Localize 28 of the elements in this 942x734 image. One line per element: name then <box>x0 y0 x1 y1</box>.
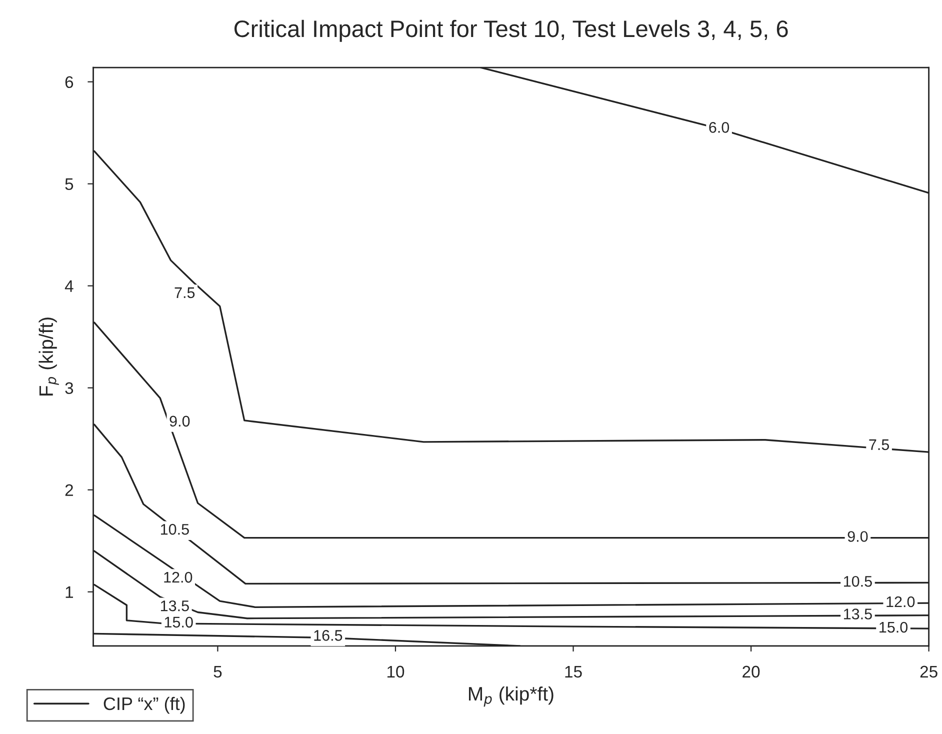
annotation: 10.5 <box>160 524 189 535</box>
annotation: 7.5 <box>174 287 195 298</box>
chart-title: Critical Impact Point for Test 10, Test Levels 3, 4, 5, 6 <box>234 20 788 42</box>
x-axis-title: M$_{p}$ (kip*ft) <box>468 686 554 707</box>
annotation: 15.0 <box>164 616 193 628</box>
legend-label: CIP “x” (ft) <box>104 696 185 714</box>
y-tick-label: 3 <box>65 382 74 394</box>
annotation: 6.0 <box>709 122 730 133</box>
annotation: 12.0 <box>886 596 915 608</box>
annotation: 13.5 <box>844 608 872 620</box>
y-tick-label: 1 <box>66 586 73 598</box>
y-tick-label: 2 <box>65 484 73 496</box>
annotation: 12.0 <box>164 572 192 583</box>
y-axis-title: F$_{p}$ (kip/ft) <box>38 318 59 396</box>
annotation: 9.0 <box>170 416 190 427</box>
x-tick-label: 5 <box>214 666 222 678</box>
y-tick-label: 4 <box>64 280 74 292</box>
annotation: 10.5 <box>844 576 872 587</box>
x-tick-label: 20 <box>742 666 760 678</box>
annotation: 9.0 <box>848 531 868 542</box>
annotation: 7.5 <box>869 439 890 450</box>
annotation: 13.5 <box>160 600 189 612</box>
y-tick-label: 6 <box>65 76 74 88</box>
x-tick-label: 10 <box>387 666 404 678</box>
x-tick-label: 15 <box>565 666 582 678</box>
y-tick-label: 5 <box>65 178 74 190</box>
x-tick-label: 25 <box>920 666 938 678</box>
annotation: 15.0 <box>880 622 908 633</box>
